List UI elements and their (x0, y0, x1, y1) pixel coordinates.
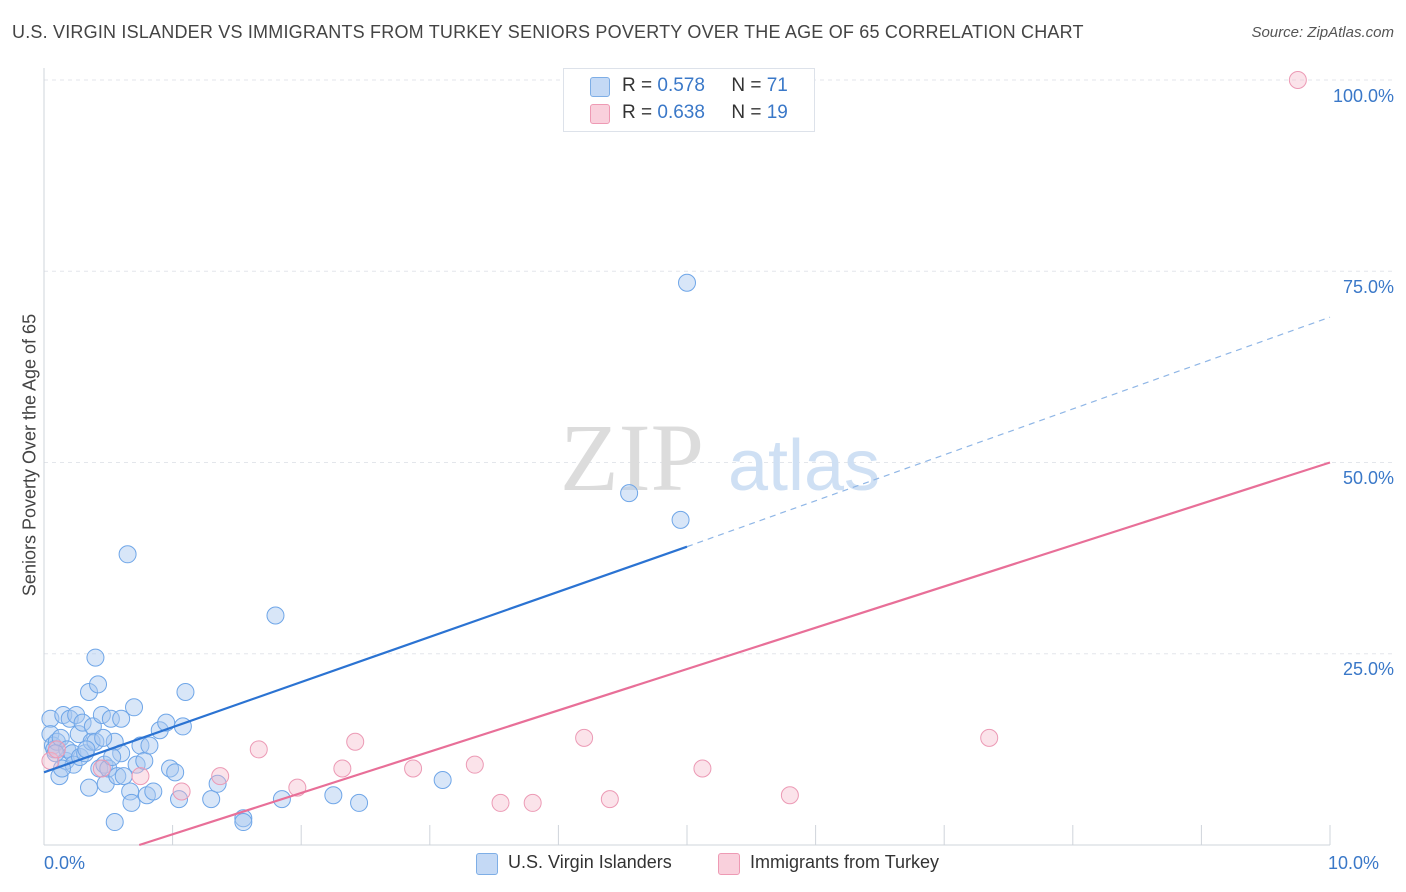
trend-line-virgin-islanders (43, 545, 688, 774)
legend-swatch-blue (590, 77, 610, 97)
point-turkey (780, 786, 799, 805)
point-virgin-islanders (105, 813, 124, 832)
point-virgin-islanders (324, 786, 343, 805)
point-turkey (523, 793, 542, 812)
legend-swatch-pink (590, 104, 610, 124)
point-virgin-islanders (94, 728, 113, 747)
bottom-legend-swatch-blue (476, 853, 498, 875)
correlation-legend: R = 0.578 N = 71 R = 0.638 N = 19 (563, 68, 815, 132)
bottom-legend-swatch-pink (718, 853, 740, 875)
point-turkey (249, 740, 268, 759)
point-virgin-islanders (176, 683, 195, 701)
point-virgin-islanders (433, 770, 452, 789)
point-turkey (172, 782, 191, 801)
source-label: Source: ZipAtlas.com (1251, 24, 1394, 41)
point-turkey (211, 767, 230, 786)
trend-line-turkey (138, 461, 1331, 847)
watermark-zip: ZIP (560, 404, 704, 511)
legend-n-value: 71 (766, 75, 788, 96)
point-virgin-islanders (112, 709, 131, 728)
point-virgin-islanders (41, 725, 60, 744)
point-virgin-islanders (678, 273, 696, 292)
chart-title: U.S. VIRGIN ISLANDER VS IMMIGRANTS FROM … (12, 22, 1084, 42)
point-turkey (333, 759, 352, 778)
legend-r-label: R = (622, 102, 653, 123)
grid-lines (44, 79, 1392, 655)
point-turkey (491, 793, 510, 812)
point-turkey (92, 759, 111, 778)
point-turkey (600, 790, 619, 809)
point-virgin-islanders (73, 713, 92, 732)
point-virgin-islanders (92, 705, 111, 724)
point-virgin-islanders (166, 763, 185, 782)
legend-n-label: N = (731, 102, 762, 123)
point-virgin-islanders (108, 767, 127, 786)
y-axis-label: Seniors Poverty Over the Age of 65 (19, 313, 40, 597)
point-turkey (346, 732, 365, 751)
point-turkey (404, 759, 423, 778)
y-tick-100: 100.0% (1332, 86, 1394, 106)
trend-lines (43, 316, 1331, 847)
x-tick-min: 0.0% (44, 853, 86, 873)
point-virgin-islanders (144, 782, 163, 801)
point-turkey (693, 759, 712, 778)
legend-r-value: 0.578 (657, 75, 705, 96)
point-virgin-islanders (202, 790, 221, 809)
point-virgin-islanders (80, 683, 99, 701)
point-virgin-islanders (150, 721, 169, 740)
point-virgin-islanders (99, 759, 118, 778)
bottom-legend-label: U.S. Virgin Islanders (508, 852, 672, 872)
point-virgin-islanders (671, 510, 690, 529)
point-virgin-islanders (140, 736, 159, 755)
point-virgin-islanders (89, 675, 108, 694)
watermark-atlas: atlas (728, 426, 880, 506)
point-turkey (131, 767, 150, 786)
trend-line-virgin-islanders-extension (686, 316, 1331, 548)
point-virgin-islanders (67, 705, 86, 724)
point-virgin-islanders (86, 648, 105, 667)
point-turkey (465, 755, 484, 774)
point-virgin-islanders (122, 793, 141, 812)
point-virgin-islanders (118, 545, 137, 564)
y-tick-25: 25.0% (1342, 659, 1394, 679)
legend-n-label: N = (731, 75, 762, 96)
point-virgin-islanders (121, 782, 140, 801)
legend-r-value: 0.638 (657, 102, 705, 123)
point-virgin-islanders (101, 709, 120, 728)
point-virgin-islanders (266, 606, 285, 625)
point-virgin-islanders (80, 778, 99, 797)
point-virgin-islanders (620, 484, 639, 503)
point-virgin-islanders (350, 793, 369, 812)
data-points (41, 71, 1307, 832)
bottom-legend-label: Immigrants from Turkey (750, 852, 940, 872)
point-turkey (575, 728, 594, 747)
point-turkey (1288, 71, 1307, 89)
point-turkey (47, 740, 66, 759)
point-virgin-islanders (234, 813, 253, 832)
point-virgin-islanders (135, 751, 154, 770)
point-virgin-islanders (131, 736, 150, 755)
legend-n-value: 19 (766, 102, 788, 123)
x-tick-max: 10.0% (1328, 853, 1380, 873)
watermark: ZIP atlas (560, 404, 880, 511)
y-tick-75: 75.0% (1342, 277, 1394, 297)
y-tick-50: 50.0% (1342, 468, 1394, 488)
point-turkey (980, 728, 999, 747)
legend-r-label: R = (622, 75, 653, 96)
point-virgin-islanders (125, 698, 144, 717)
